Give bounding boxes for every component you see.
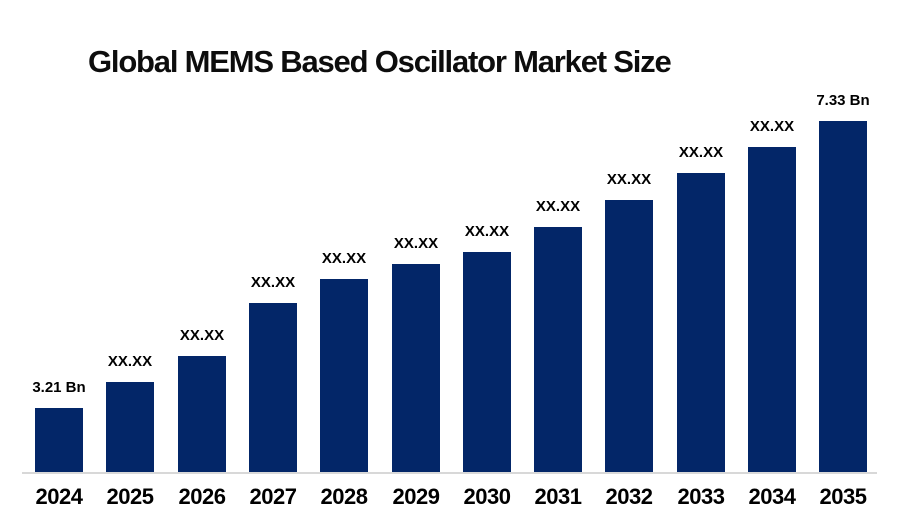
bar-2029 xyxy=(392,264,440,473)
x-axis-label-2026: 2026 xyxy=(178,484,226,509)
bar-2031 xyxy=(534,227,582,473)
bar-value-label-2026: XX.XX xyxy=(179,327,225,344)
bar-2034 xyxy=(748,147,796,473)
bar-2027 xyxy=(249,303,297,473)
x-axis-label-2030: 2030 xyxy=(463,484,511,509)
x-axis-label-2028: 2028 xyxy=(320,484,368,509)
x-axis-label-2032: 2032 xyxy=(605,484,653,509)
x-axis-label-2029: 2029 xyxy=(392,484,440,509)
bar-2028 xyxy=(320,279,368,473)
bar-value-label-2032: XX.XX xyxy=(606,171,652,188)
bar-value-label-2024: 3.21 Bn xyxy=(32,379,86,396)
x-axis-label-2025: 2025 xyxy=(106,484,154,509)
bar-value-label-2027: XX.XX xyxy=(250,274,296,291)
bar-2025 xyxy=(106,382,154,473)
bar-2030 xyxy=(463,252,511,473)
bar-2032 xyxy=(605,200,653,473)
x-axis-label-2033: 2033 xyxy=(677,484,725,509)
bar-value-label-2030: XX.XX xyxy=(464,223,510,240)
bar-value-label-2033: XX.XX xyxy=(678,144,724,161)
bar-2035 xyxy=(819,121,867,473)
bar-value-label-2029: XX.XX xyxy=(393,235,439,252)
bar-2024 xyxy=(35,408,83,473)
x-axis-line xyxy=(22,472,877,474)
bar-value-label-2031: XX.XX xyxy=(535,198,581,215)
chart-title: Global MEMS Based Oscillator Market Size xyxy=(88,44,672,79)
bar-value-label-2034: XX.XX xyxy=(749,118,795,135)
bar-2026 xyxy=(178,356,226,473)
bar-value-label-2035: 7.33 Bn xyxy=(816,92,870,109)
x-axis-label-2027: 2027 xyxy=(249,484,297,509)
x-axis-label-2031: 2031 xyxy=(534,484,582,509)
x-axis-label-2034: 2034 xyxy=(748,484,796,509)
bar-value-label-2028: XX.XX xyxy=(321,250,367,267)
bar-2033 xyxy=(677,173,725,473)
x-axis-label-2035: 2035 xyxy=(819,484,867,509)
x-axis-label-2024: 2024 xyxy=(35,484,83,509)
bar-value-label-2025: XX.XX xyxy=(107,353,153,370)
